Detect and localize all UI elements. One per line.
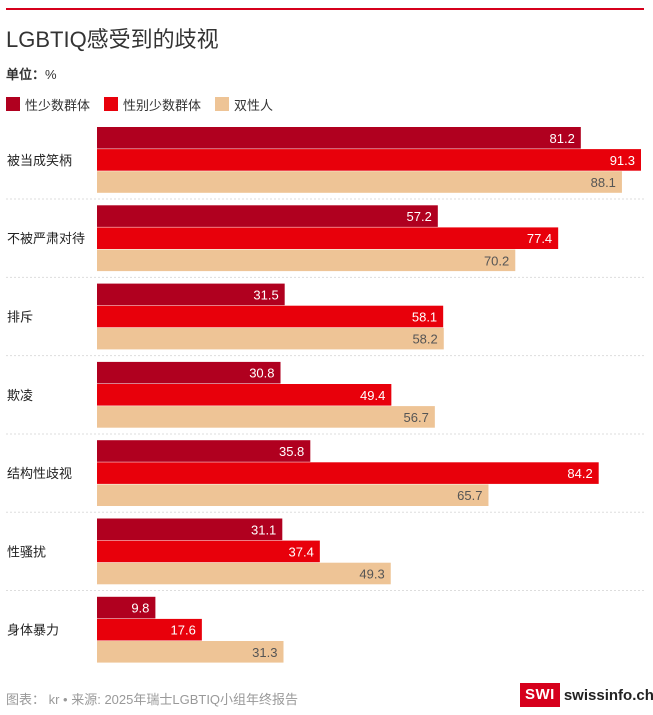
category-label-5: 性骚扰: [7, 544, 46, 559]
logo-box: SWI: [520, 683, 560, 707]
bar-3-2: [97, 406, 435, 428]
bar-5-2: [97, 562, 391, 585]
footer-source: 图表： kr • 来源: 2025年瑞士LGBTIQ小组年终报告: [6, 692, 299, 707]
unit-value: %: [45, 67, 57, 82]
data-label-0-2: 88.1: [591, 175, 616, 190]
chart-title: LGBTIQ感受到的歧视: [6, 27, 219, 52]
bar-4-2: [97, 484, 489, 506]
data-label-0-1: 91.3: [610, 153, 635, 168]
swissinfo-logo: SWI swissinfo.ch: [520, 683, 653, 707]
data-label-2-0: 31.5: [253, 287, 278, 302]
data-label-4-1: 84.2: [567, 466, 592, 481]
bar-3-0: [97, 361, 281, 384]
bar-0-2: [97, 171, 622, 193]
data-label-1-2: 70.2: [484, 253, 509, 268]
legend-swatch-series-2: [215, 97, 230, 111]
data-label-4-2: 65.7: [457, 488, 482, 503]
unit-label: 单位：%: [6, 64, 57, 83]
data-label-5-2: 49.3: [359, 567, 384, 582]
unit-prefix: 单位：: [6, 67, 46, 82]
data-label-6-0: 9.8: [131, 601, 149, 616]
legend-item-series-2: 双性人: [215, 95, 273, 114]
category-label-2: 排斥: [7, 310, 33, 325]
legend-swatch-series-1: [104, 97, 119, 111]
data-label-0-0: 81.2: [550, 131, 575, 146]
bar-5-1: [97, 540, 320, 563]
bar-5-0: [97, 518, 283, 541]
bar-4-0: [97, 440, 311, 462]
legend-item-series-1: 性别少数群体: [104, 95, 201, 114]
category-label-1: 不被严肃对待: [7, 231, 85, 246]
data-label-2-1: 58.1: [412, 310, 437, 325]
bar-1-2: [97, 249, 516, 272]
bar-4-1: [97, 462, 599, 484]
bar-6-2: [97, 641, 284, 663]
data-label-4-0: 35.8: [279, 444, 304, 459]
data-label-6-1: 17.6: [171, 623, 196, 638]
bar-1-1: [97, 227, 559, 249]
bar-2-2: [97, 327, 444, 350]
category-label-0: 被当成笑柄: [7, 153, 72, 168]
category-label-4: 结构性歧视: [7, 466, 72, 481]
bar-0-0: [97, 127, 581, 149]
legend-item-series-0: 性少数群体: [6, 95, 90, 114]
top-rule: [6, 8, 644, 10]
category-label-6: 身体暴力: [7, 623, 59, 638]
bar-chart: 被当成笑柄 81.2 91.3 88.1 不被严肃对待 57.2 77.4 70.2 排斥 31.…: [6, 127, 644, 663]
bar-2-1: [97, 305, 444, 328]
bar-3-1: [97, 384, 392, 406]
legend-label-series-1: 性别少数群体: [123, 97, 202, 113]
legend: 性少数群体 性别少数群体 双性人: [6, 95, 287, 114]
data-label-1-1: 77.4: [527, 231, 552, 246]
data-label-6-2: 31.3: [252, 645, 277, 660]
data-label-3-2: 56.7: [404, 410, 429, 425]
logo-text: swissinfo.ch: [563, 686, 653, 704]
bar-0-1: [97, 149, 641, 171]
data-label-1-0: 57.2: [407, 209, 432, 224]
bar-6-0: [97, 596, 156, 619]
bar-2-0: [97, 283, 285, 306]
legend-label-series-0: 性少数群体: [25, 97, 91, 113]
legend-label-series-2: 双性人: [234, 97, 274, 113]
data-label-5-0: 31.1: [251, 522, 276, 537]
bar-1-0: [97, 205, 438, 227]
data-label-2-2: 58.2: [412, 332, 437, 347]
data-label-5-1: 37.4: [289, 544, 314, 559]
legend-swatch-series-0: [6, 97, 20, 111]
data-label-3-0: 30.8: [249, 366, 274, 381]
category-label-3: 欺凌: [7, 388, 33, 403]
bar-6-1: [97, 618, 202, 641]
data-label-3-1: 49.4: [360, 388, 385, 403]
